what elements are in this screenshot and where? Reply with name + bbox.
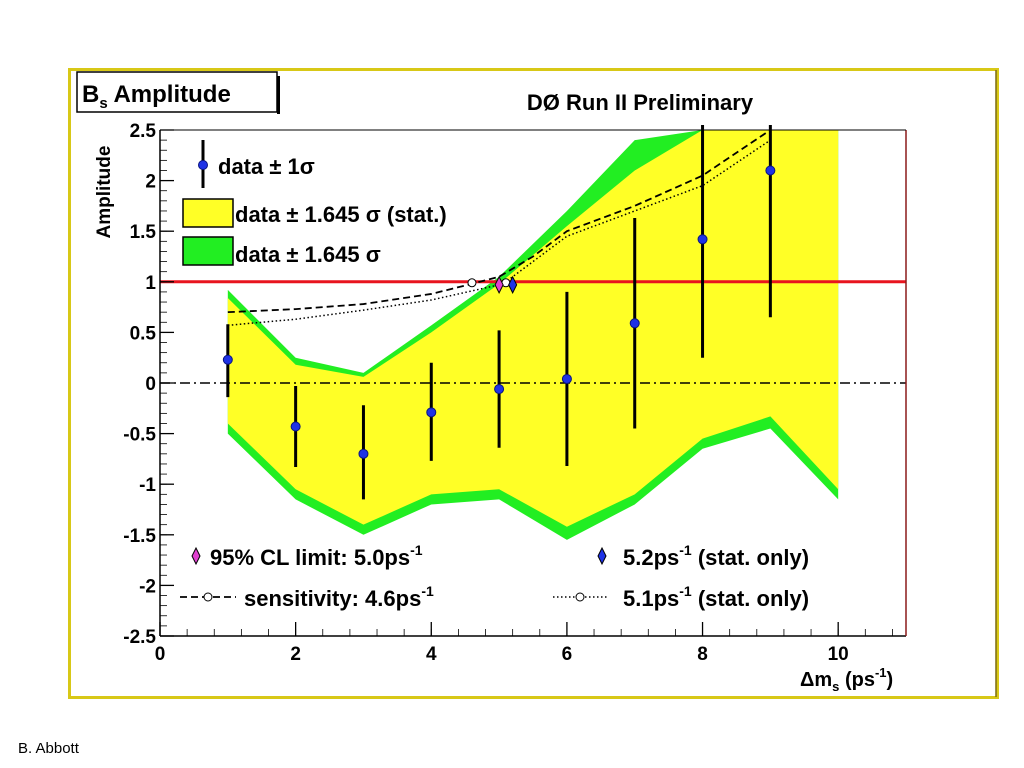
legend-band-stat-swatch (182, 198, 234, 228)
axes-layer: 2.521.510.50-0.5-1-1.5-2-2.50 2 4 6 8 10 (123, 121, 907, 665)
data-point (222, 354, 233, 365)
chart-title-main: B (82, 81, 99, 108)
bands-layer (227, 130, 839, 540)
y-axis-label: Amplitude (94, 146, 115, 239)
footer-author: B. Abbott (18, 740, 79, 757)
reference-lines-layer (160, 280, 906, 384)
chart-title: Bs Amplitude (82, 81, 231, 112)
legend-dashed-marker (203, 592, 213, 602)
x-label-unit: (ps (839, 669, 875, 691)
y-tick-label: -0.5 (123, 425, 156, 446)
legend-label-sensitivity: sensitivity: 4.6ps-1 (244, 583, 434, 611)
legend-errorbar-point (198, 160, 208, 170)
legend-label-data-1sigma: data ± 1σ (218, 154, 315, 179)
legend-label-limit-sup: -1 (410, 542, 423, 558)
legend-dotted-marker (575, 592, 585, 602)
x-label-main: Δm (800, 669, 832, 691)
legend-label-stat-only-51-tail: (stat. only) (692, 586, 809, 611)
data-point (290, 421, 301, 432)
legend-label-stat-only-51-sup: -1 (679, 583, 692, 599)
data-point (358, 448, 369, 459)
x-tick-label: 10 (828, 644, 849, 665)
y-tick-label: 2.5 (130, 121, 157, 142)
legend-label-band-stat: data ± 1.645 σ (stat.) (235, 202, 447, 227)
legend-label-limit-main: 95% CL limit: 5.0ps (210, 545, 410, 570)
legend-label-band-total: data ± 1.645 σ (235, 242, 381, 267)
limit-marker (494, 275, 504, 294)
y-tick-label: 1.5 (130, 222, 157, 243)
y-tick-label: -1 (139, 475, 156, 496)
legend: data ± 1σ data ± 1.645 σ (stat.) data ± 1.… (182, 140, 447, 267)
data-point (494, 384, 505, 395)
x-tick-label: 8 (697, 644, 708, 665)
y-tick-label: 0.5 (130, 323, 157, 344)
legend-label-stat-only-52-tail: (stat. only) (692, 545, 809, 570)
legend-label-sensitivity-main: sensitivity: 4.6ps (244, 586, 421, 611)
sensitivity-dashed-line (227, 129, 771, 314)
x-tick-label: 6 (562, 644, 573, 665)
data-points-layer (222, 124, 776, 500)
legend-label-sensitivity-sup: -1 (421, 583, 434, 599)
y-tick-label: -2 (139, 576, 156, 597)
stat-only-marker (508, 275, 518, 294)
legend-bottom: 95% CL limit: 5.0ps-1 5.2ps-1 (stat. only… (180, 542, 809, 611)
data-point (765, 165, 776, 176)
legend-label-stat-only-51: 5.1ps-1 (stat. only) (623, 583, 809, 611)
data-point (697, 234, 708, 245)
legend-label-stat-only-52: 5.2ps-1 (stat. only) (623, 542, 809, 570)
title-box (76, 71, 278, 113)
y-tick-label: 2 (145, 172, 156, 193)
y-tick-label: -2.5 (123, 627, 156, 648)
legend-limit-marker (191, 546, 201, 566)
y-tick-label: 1 (145, 273, 156, 294)
legend-label-stat-only-52-main: 5.2ps (623, 545, 679, 570)
data-point (426, 407, 437, 418)
legend-stat-only-marker (597, 546, 607, 566)
legend-label-limit: 95% CL limit: 5.0ps-1 (210, 542, 423, 570)
y-tick-label: 0 (145, 374, 156, 395)
x-tick-label: 0 (155, 644, 166, 665)
x-label-close: ) (887, 669, 894, 691)
sensitivity-curves-layer (227, 129, 771, 327)
chart-title-rest: Amplitude (108, 81, 231, 108)
x-label-sub: s (832, 679, 839, 694)
legend-band-total-swatch (182, 236, 234, 266)
x-label-sup: -1 (875, 665, 887, 680)
chart-subtitle: DØ Run II Preliminary (527, 90, 754, 115)
sensitivity-marker (467, 278, 477, 288)
data-point (561, 373, 572, 384)
y-tick-label: -1.5 (123, 526, 156, 547)
title-box-shadow (277, 76, 280, 114)
x-tick-label: 4 (426, 644, 437, 665)
band-stat (227, 130, 839, 527)
x-tick-label: 2 (290, 644, 301, 665)
data-point (629, 318, 640, 329)
x-axis-label: Δms (ps-1) (800, 665, 893, 694)
chart-title-sub: s (99, 95, 107, 112)
legend-label-stat-only-52-sup: -1 (679, 542, 692, 558)
legend-label-stat-only-51-main: 5.1ps (623, 586, 679, 611)
